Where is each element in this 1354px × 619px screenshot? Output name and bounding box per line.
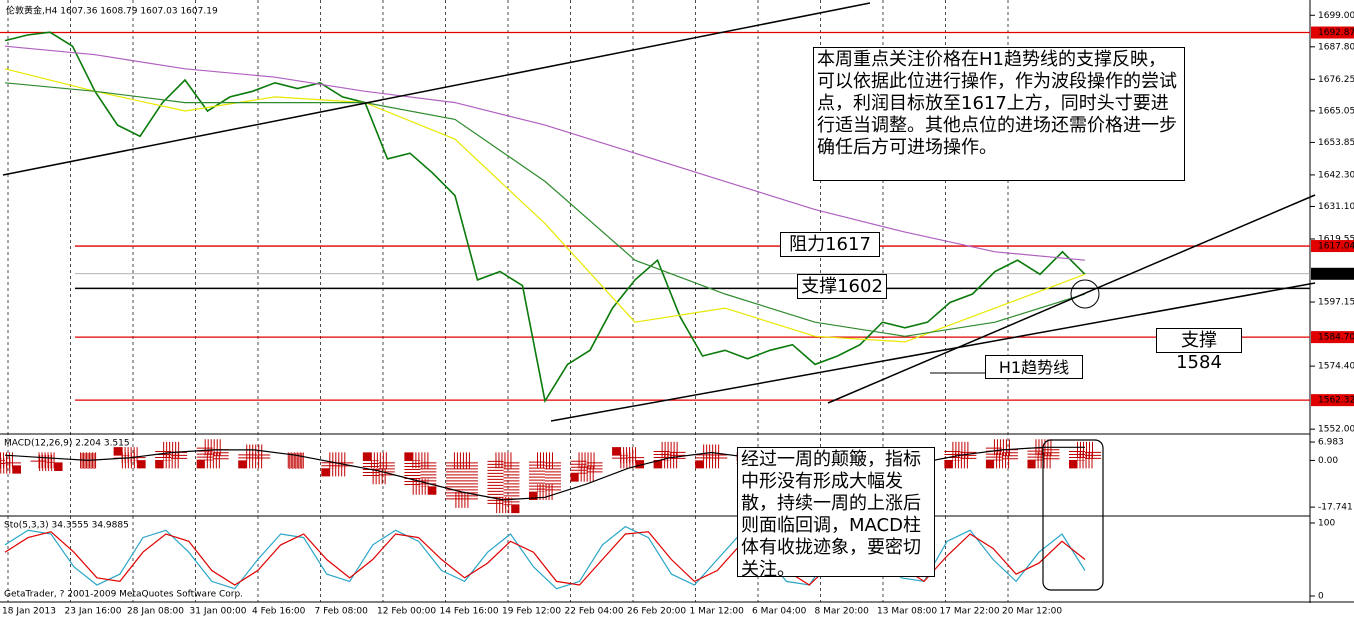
macd-bar xyxy=(985,439,1018,469)
x-tick-label: 4 Feb 16:00 xyxy=(252,607,306,617)
macd-bar xyxy=(404,452,437,495)
x-tick-label: 28 Jan 08:00 xyxy=(127,607,184,617)
level-tag xyxy=(1311,240,1354,253)
level-label: 1607.19 xyxy=(1318,269,1354,279)
x-tick-label: 12 Feb 00:00 xyxy=(377,607,436,617)
macd-bar xyxy=(529,452,561,500)
note-label: 支撑1584 xyxy=(1156,328,1242,373)
macd-bar xyxy=(487,452,520,514)
macd-bar xyxy=(695,444,728,469)
trend-line xyxy=(550,282,1316,422)
macd-bar xyxy=(238,444,271,469)
x-tick-label: 19 Feb 12:00 xyxy=(502,607,561,617)
y-tick-label: 0.00 xyxy=(1318,456,1338,466)
chart-title: 伦敦黄金,H4 1607.36 1608.79 1607.03 1607.19 xyxy=(6,5,218,17)
level-tag xyxy=(1311,331,1354,344)
x-tick-label: 23 Jan 16:00 xyxy=(65,607,122,617)
x-tick-label: 14 Feb 16:00 xyxy=(440,607,499,617)
note-label: 阻力1617 xyxy=(780,232,880,257)
highlight-box xyxy=(1042,439,1104,591)
macd-bar xyxy=(279,452,312,469)
macd-bar xyxy=(30,452,63,472)
y-tick-label: 1699.00 xyxy=(1318,11,1354,21)
y-tick-label: 1619.55 xyxy=(1318,234,1354,244)
y-tick-label: 1687.80 xyxy=(1318,42,1354,52)
y-tick-label: 100 xyxy=(1318,519,1335,529)
x-tick-label: 13 Mar 08:00 xyxy=(877,607,937,617)
macd-bar xyxy=(570,452,603,482)
x-tick-label: 1 Mar 12:00 xyxy=(690,607,745,617)
x-tick-label: 18 Jan 2013 xyxy=(2,607,56,617)
y-tick-label: 1665.05 xyxy=(1318,106,1354,116)
note-box: 经过一周的颠簸，指标中形没有形成大幅发散，持续一周的上涨后则面临回调，MACD柱… xyxy=(737,447,935,580)
note-box: 本周重点关注价格在H1趋势线的支撑反映，可以依据此位进行操作，作为波段操作的尝试… xyxy=(813,47,1185,181)
y-tick-label: 1642.30 xyxy=(1318,170,1354,180)
level-tag xyxy=(1311,26,1354,39)
level-label: 1692.87 xyxy=(1318,28,1354,38)
macd-bar xyxy=(362,452,395,485)
y-tick-label: 0 xyxy=(1318,592,1324,602)
x-tick-label: 6 Mar 04:00 xyxy=(752,607,807,617)
y-tick-label: 6.983 xyxy=(1318,438,1344,448)
y-tick-label: 1653.85 xyxy=(1318,138,1354,148)
y-tick-label: 1574.40 xyxy=(1318,362,1354,372)
y-tick-label: 1631.10 xyxy=(1318,202,1354,212)
x-tick-label: 31 Jan 00:00 xyxy=(190,607,247,617)
x-tick-label: 26 Feb 20:00 xyxy=(627,607,686,617)
series-line xyxy=(4,31,1086,404)
macd-bar xyxy=(612,447,645,469)
macd-bar xyxy=(196,439,229,469)
series-line xyxy=(4,82,1086,337)
y-tick-label: 1552.00 xyxy=(1318,425,1354,435)
y-tick-label: 1597.15 xyxy=(1318,298,1354,308)
level-label: 1584.70 xyxy=(1318,333,1354,343)
macd-bar xyxy=(445,452,478,508)
series-line xyxy=(4,45,1086,261)
macd-bar xyxy=(653,441,686,469)
footer: GetaTrader, ? 2001-2009 MetaQuotes Softw… xyxy=(4,590,243,600)
x-tick-label: 22 Feb 04:00 xyxy=(565,607,624,617)
layout xyxy=(0,0,1354,603)
level-tag xyxy=(1311,267,1354,280)
level-label: 1562.32 xyxy=(1318,396,1354,406)
sto-title: Sto(5,3,3) 34.3555 34.9885 xyxy=(4,521,129,531)
level-tag xyxy=(1311,394,1354,407)
series-line xyxy=(4,68,1086,343)
macd-bar xyxy=(155,441,188,469)
x-tick-label: 8 Mar 20:00 xyxy=(815,607,870,617)
x-tick-label: 20 Mar 12:00 xyxy=(1002,607,1062,617)
trend-line xyxy=(2,2,871,176)
drawings xyxy=(2,2,1316,591)
series-line xyxy=(4,525,1086,590)
macd-bar xyxy=(1069,441,1101,469)
y-tick-label: -17.741 xyxy=(1318,503,1353,513)
note-label: H1趋势线 xyxy=(985,355,1083,379)
x-tick-label: 17 Mar 22:00 xyxy=(940,607,1000,617)
macd-bar xyxy=(944,441,977,469)
note-label: 支撑1602 xyxy=(797,274,887,299)
y-tick-label: 1676.25 xyxy=(1318,75,1354,85)
level-label: 1617.04 xyxy=(1318,242,1354,252)
macd-bar xyxy=(0,452,21,474)
macd-title: MACD(12,26,9) 2.204 3.515 xyxy=(4,439,130,449)
x-tick-label: 7 Feb 08:00 xyxy=(315,607,369,617)
highlight-circle xyxy=(1070,279,1100,309)
